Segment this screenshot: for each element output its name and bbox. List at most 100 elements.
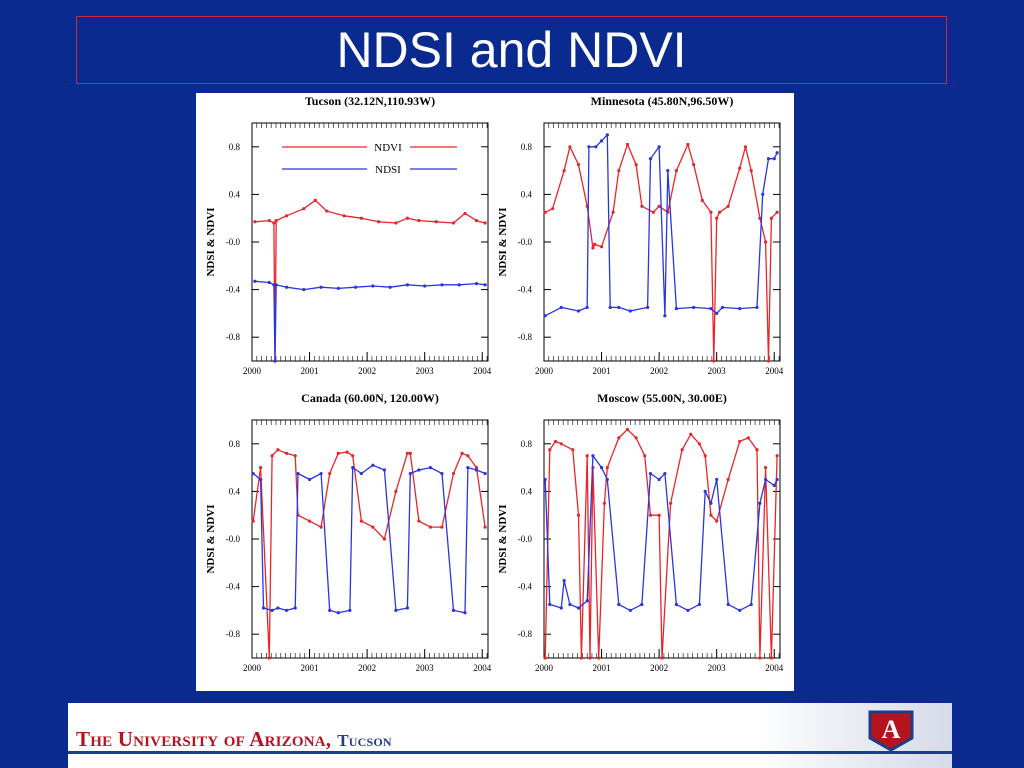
data-point-ndsi xyxy=(559,606,563,610)
data-point-ndsi xyxy=(474,468,479,472)
logo-letter: A xyxy=(882,715,901,744)
data-point-ndvi xyxy=(276,448,280,452)
data-point-ndvi xyxy=(460,451,464,455)
x-tick-label: 2002 xyxy=(358,663,376,673)
y-axis-label: NDSI & NDVI xyxy=(497,504,509,573)
plot-frame xyxy=(251,419,489,659)
data-point-ndsi xyxy=(483,471,487,476)
data-point-ndsi xyxy=(272,283,276,287)
data-point-ndvi xyxy=(351,454,355,458)
data-point-ndvi xyxy=(259,466,263,470)
data-point-ndsi xyxy=(640,602,644,607)
data-point-ndsi xyxy=(543,477,547,482)
data-point-ndsi xyxy=(276,606,280,610)
data-point-ndvi xyxy=(669,501,673,505)
data-point-ndsi xyxy=(559,305,563,310)
data-point-ndvi xyxy=(769,656,773,660)
data-point-ndsi xyxy=(628,309,632,313)
data-point-ndsi xyxy=(591,454,595,458)
data-point-ndvi xyxy=(758,656,762,660)
data-point-ndsi xyxy=(354,285,358,289)
data-point-ndvi xyxy=(758,216,762,220)
y-tick-label: -0.0 xyxy=(518,237,533,247)
data-point-ndsi xyxy=(562,579,566,583)
data-point-ndvi xyxy=(302,207,306,211)
x-tick-label: 2004 xyxy=(765,663,784,673)
y-tick-label: -0.8 xyxy=(226,332,241,342)
data-point-ndvi xyxy=(463,211,467,216)
data-point-ndsi xyxy=(440,471,444,476)
data-point-ndsi xyxy=(666,169,670,173)
data-point-ndvi xyxy=(345,450,349,454)
data-point-ndsi xyxy=(686,608,690,613)
data-point-ndsi xyxy=(408,471,412,476)
y-axis-label: NDSI & NDVI xyxy=(497,207,509,276)
data-point-ndsi xyxy=(738,307,742,311)
data-point-ndsi xyxy=(587,145,591,149)
series-line-ndvi xyxy=(544,428,778,659)
data-point-ndsi xyxy=(674,307,678,311)
data-point-ndvi xyxy=(686,142,690,147)
x-tick-label: 2003 xyxy=(708,366,727,376)
data-point-ndsi xyxy=(772,157,776,161)
data-point-ndsi xyxy=(648,471,653,476)
x-tick-label: 2002 xyxy=(650,366,668,376)
data-point-ndsi xyxy=(328,608,332,613)
data-point-ndvi xyxy=(253,220,257,224)
data-point-ndsi xyxy=(274,283,278,287)
data-point-ndvi xyxy=(726,477,730,482)
y-tick-label: 0.4 xyxy=(229,486,241,496)
data-point-ndsi xyxy=(726,602,730,607)
data-point-ndsi xyxy=(440,283,444,287)
data-point-ndvi xyxy=(274,218,278,223)
data-point-ndvi xyxy=(588,656,592,660)
data-point-ndsi xyxy=(267,280,271,285)
data-point-ndsi xyxy=(657,477,661,482)
data-point-ndvi xyxy=(634,163,638,167)
data-point-ndsi xyxy=(371,463,375,467)
data-point-ndvi xyxy=(562,169,566,173)
data-point-ndvi xyxy=(408,451,412,455)
data-point-ndsi xyxy=(715,477,719,482)
data-point-ndvi xyxy=(394,489,398,493)
data-point-ndvi xyxy=(764,240,768,244)
data-point-ndvi xyxy=(593,242,597,246)
series-line-ndvi xyxy=(252,449,486,659)
data-point-ndsi xyxy=(251,471,255,476)
university-footer: The University of Arizona, Tucson xyxy=(68,703,952,768)
data-point-ndvi xyxy=(775,454,779,458)
data-point-ndvi xyxy=(657,513,661,517)
data-point-ndsi xyxy=(261,606,266,610)
data-point-ndvi xyxy=(325,209,329,213)
data-point-ndsi xyxy=(576,309,581,313)
data-point-ndsi xyxy=(543,314,547,318)
data-point-ndsi xyxy=(758,501,762,505)
x-tick-label: 2000 xyxy=(535,366,554,376)
data-point-ndsi xyxy=(617,602,621,607)
data-point-ndsi xyxy=(359,471,363,476)
x-tick-label: 2001 xyxy=(301,663,319,673)
footer-divider xyxy=(68,751,952,754)
chart-panels: Tucson (32.12N,110.93W) NDSI & NDVI 0.8 0.4… xyxy=(205,94,784,673)
x-tick-label: 2002 xyxy=(358,366,376,376)
data-point-ndvi xyxy=(272,221,276,225)
data-point-ndsi xyxy=(594,145,598,149)
data-point-ndvi xyxy=(625,427,630,432)
data-point-ndvi xyxy=(466,454,470,458)
data-point-ndvi xyxy=(483,525,487,529)
data-point-ndvi xyxy=(643,454,647,458)
data-point-ndvi xyxy=(568,145,572,149)
data-point-ndsi xyxy=(371,284,375,288)
campus-name: Tucson xyxy=(337,731,392,750)
data-point-ndsi xyxy=(253,279,257,283)
y-tick-label: 0.8 xyxy=(521,439,533,449)
data-point-ndsi xyxy=(764,477,768,482)
data-point-ndvi xyxy=(738,439,742,444)
series-line-ndsi xyxy=(254,280,486,362)
data-point-ndvi xyxy=(715,519,719,523)
data-point-ndsi xyxy=(674,602,678,607)
data-point-ndvi xyxy=(660,656,664,660)
data-point-ndvi xyxy=(617,436,621,440)
data-point-ndvi xyxy=(267,656,271,660)
x-tick-label: 2004 xyxy=(473,366,492,376)
